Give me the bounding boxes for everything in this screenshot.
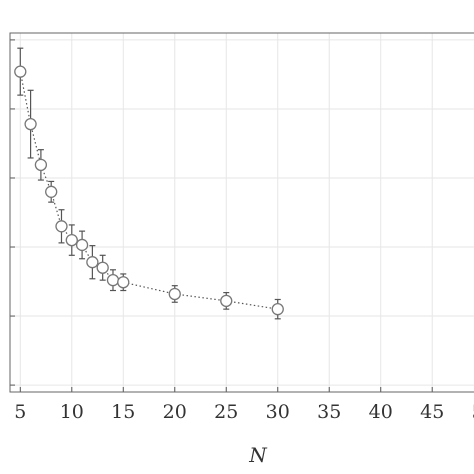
x-tick-label: 40: [369, 401, 393, 423]
x-tick-label: 30: [266, 401, 290, 423]
x-tick-label: 20: [163, 401, 187, 423]
data-point: [117, 276, 130, 289]
data-point: [86, 256, 99, 269]
x-tick-label: 45: [420, 401, 444, 423]
data-point: [96, 261, 109, 274]
data-point: [14, 65, 27, 78]
data-point: [168, 287, 181, 301]
data-point: [75, 238, 89, 252]
x-tick-label: 50: [472, 401, 474, 423]
data-point: [65, 233, 78, 247]
x-tick-label: 25: [214, 401, 238, 423]
x-tick-label: 35: [317, 401, 341, 423]
data-point: [45, 185, 58, 198]
x-axis-label: N: [248, 443, 268, 467]
data-point: [271, 303, 284, 316]
plot-frame: [9, 32, 474, 393]
data-point: [55, 220, 68, 233]
data-point: [220, 294, 233, 308]
data-point: [106, 274, 120, 287]
x-tick-label: 10: [60, 401, 84, 423]
x-tick-label: 15: [111, 401, 135, 423]
series-line: [19, 71, 278, 310]
data-point: [24, 117, 37, 131]
x-tick-label: 5: [14, 401, 26, 423]
data-point: [34, 158, 48, 172]
